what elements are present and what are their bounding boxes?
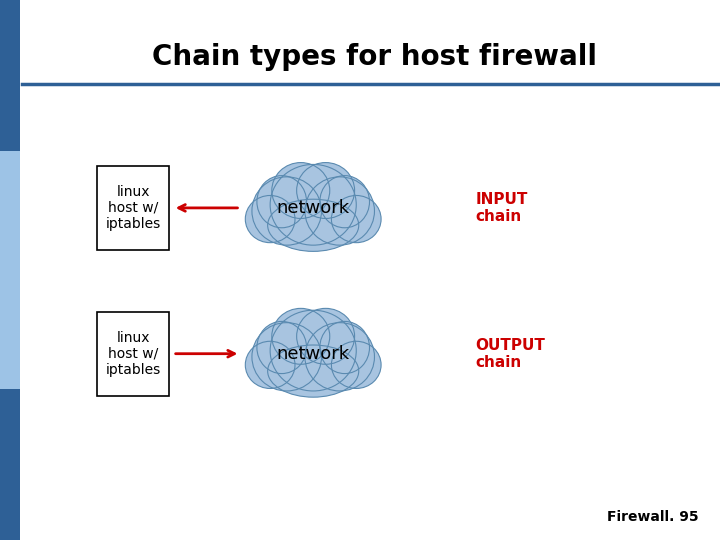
Ellipse shape	[272, 308, 330, 364]
Ellipse shape	[246, 341, 295, 388]
Ellipse shape	[305, 177, 374, 245]
Ellipse shape	[320, 176, 369, 228]
Text: linux
host w/
iptables: linux host w/ iptables	[106, 185, 161, 231]
Text: network: network	[276, 345, 350, 363]
Ellipse shape	[270, 310, 356, 391]
Ellipse shape	[320, 321, 369, 374]
Ellipse shape	[331, 195, 381, 242]
Bar	[97, 166, 169, 249]
Ellipse shape	[268, 199, 359, 252]
Ellipse shape	[252, 322, 322, 391]
Ellipse shape	[297, 163, 355, 219]
Ellipse shape	[257, 176, 307, 228]
Bar	[97, 312, 169, 395]
Ellipse shape	[272, 163, 330, 219]
Ellipse shape	[252, 177, 322, 245]
Ellipse shape	[331, 341, 381, 388]
Text: INPUT
chain: INPUT chain	[475, 192, 528, 224]
Ellipse shape	[268, 345, 359, 397]
Text: network: network	[276, 199, 350, 217]
Ellipse shape	[246, 195, 295, 242]
Ellipse shape	[270, 164, 356, 245]
Ellipse shape	[257, 321, 307, 374]
Ellipse shape	[305, 322, 374, 391]
Text: linux
host w/
iptables: linux host w/ iptables	[106, 330, 161, 377]
Bar	[0, 389, 20, 540]
Bar	[0, 151, 20, 389]
Text: OUTPUT
chain: OUTPUT chain	[475, 338, 545, 370]
Bar	[0, 0, 20, 151]
Ellipse shape	[297, 308, 355, 364]
Text: Firewall. 95: Firewall. 95	[607, 510, 698, 524]
Text: Chain types for host firewall: Chain types for host firewall	[152, 43, 597, 71]
